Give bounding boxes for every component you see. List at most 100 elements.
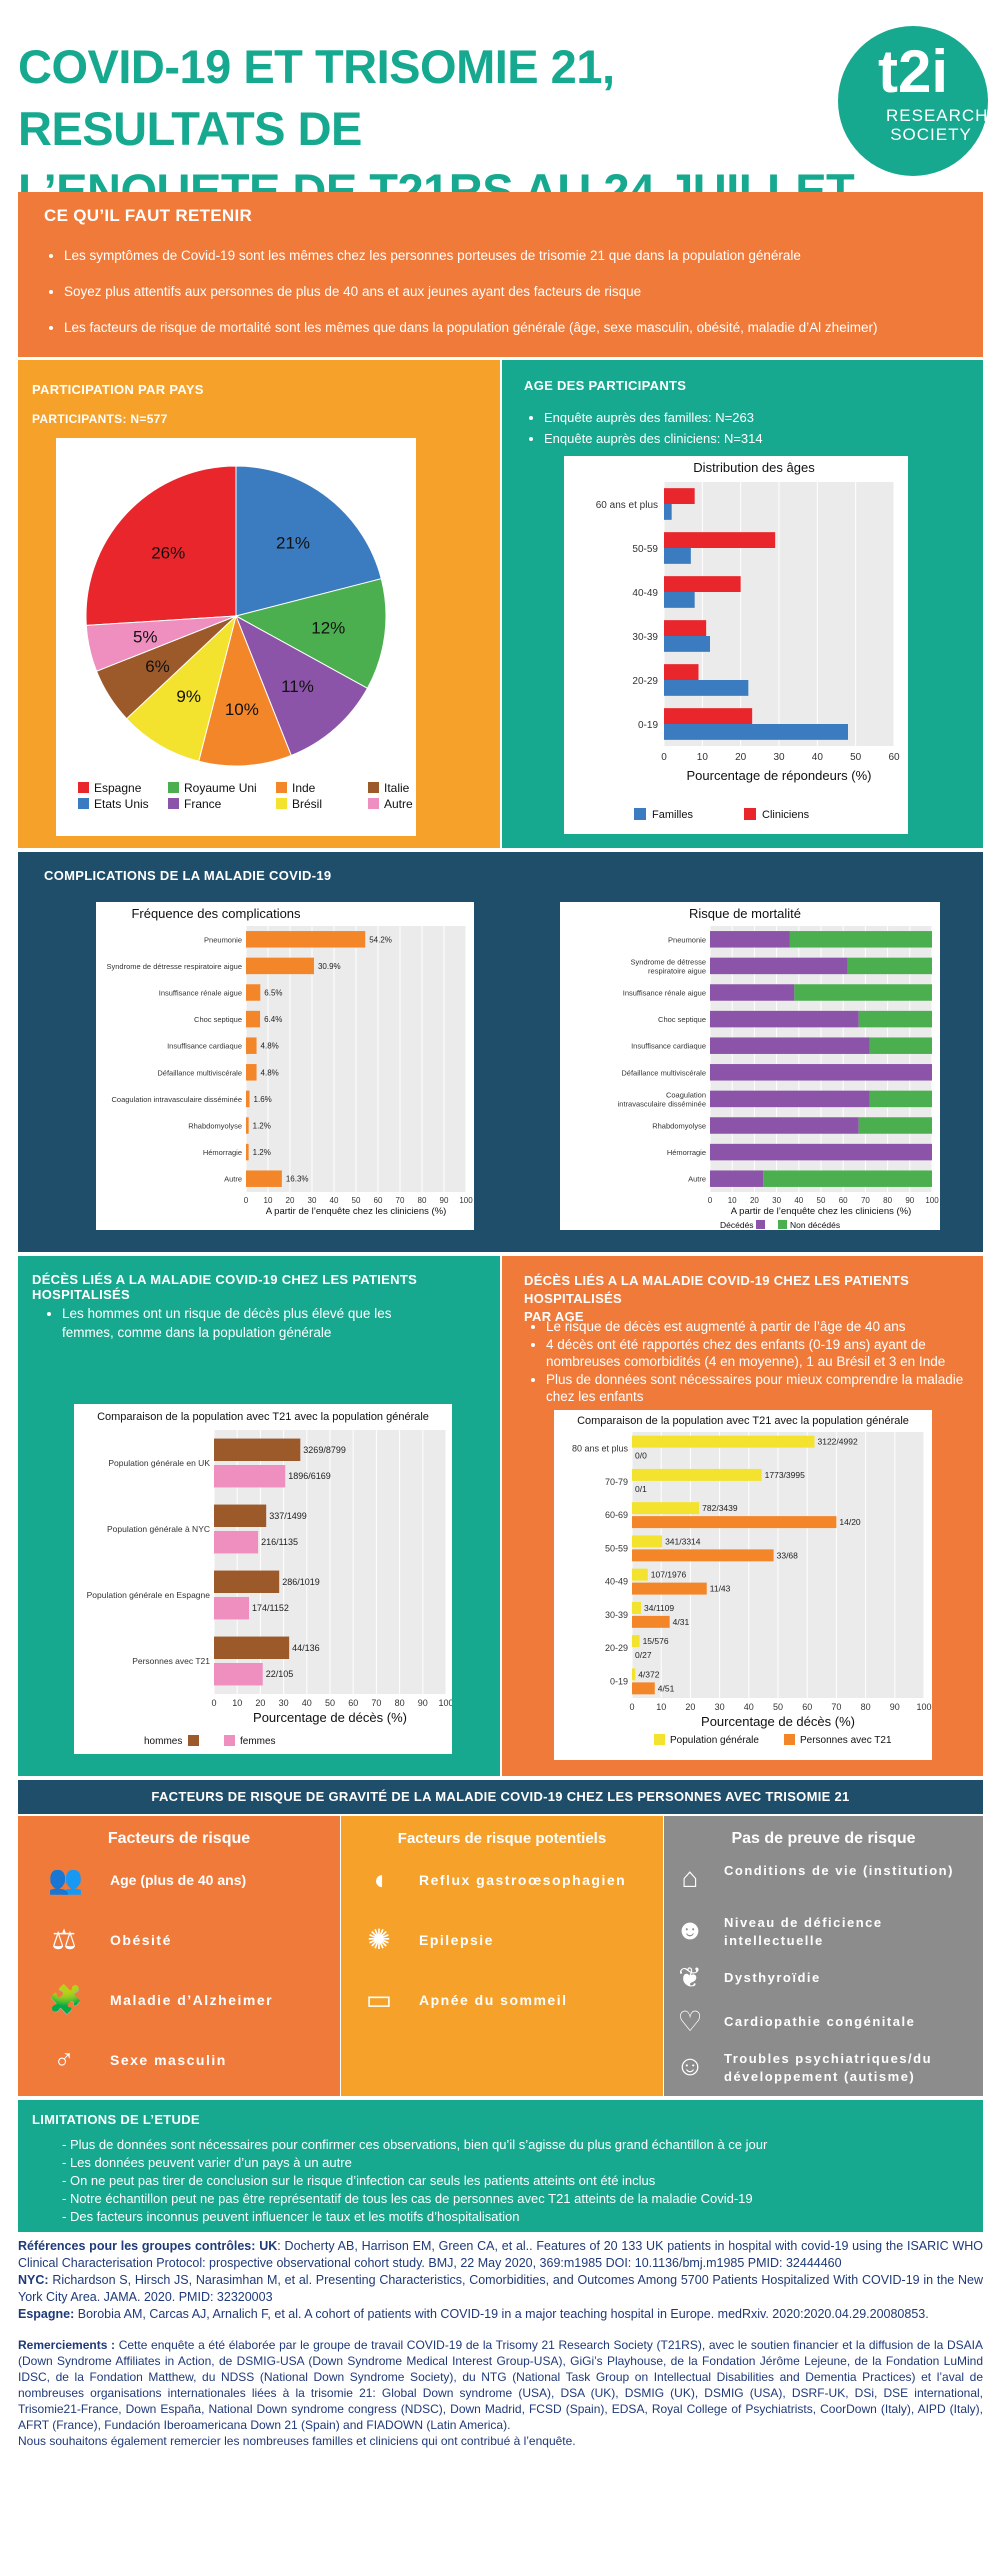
bar-cliniciens xyxy=(664,620,707,636)
factor-item: Maladie d’Alzheimer xyxy=(110,1992,274,2008)
bar-décédés xyxy=(710,957,848,975)
thanks-2: Nous souhaitons également remercier les … xyxy=(18,2434,576,2448)
legend-label: Décédés xyxy=(720,1220,754,1230)
y-tick-label: Coagulation xyxy=(666,1090,706,1099)
legend-label: Non décédés xyxy=(790,1220,840,1230)
bar-familles xyxy=(664,504,672,520)
y-tick-label: Choc septique xyxy=(194,1015,242,1024)
logo-main: t2i xyxy=(877,38,949,105)
legend-swatch xyxy=(78,782,89,793)
bar-frequency xyxy=(246,1143,249,1161)
factor-item: Dysthyroïdie xyxy=(724,1970,821,1985)
legend-swatch xyxy=(368,798,379,809)
pie-slice-label: 11% xyxy=(281,677,314,696)
pays-section: PARTICIPATION PAR PAYS PARTICIPANTS: N=5… xyxy=(18,360,500,848)
y-tick-label: Personnes avec T21 xyxy=(132,1656,210,1666)
deces-sexe-title: DÉCÈS LIÉS A LA MALADIE COVID-19 CHEZ LE… xyxy=(32,1272,418,1302)
bar-hommes xyxy=(214,1504,267,1527)
bar-cliniciens xyxy=(664,488,695,504)
bar-population-générale xyxy=(632,1568,648,1581)
x-axis-label: Pourcentage de décès (%) xyxy=(701,1714,855,1729)
legend-swatch xyxy=(368,782,379,793)
limitation-item: - Des facteurs inconnus peuvent influenc… xyxy=(62,2209,520,2224)
pie-slice-label: 6% xyxy=(145,657,170,676)
deces-age-title-1: DÉCÈS LIÉS A LA MALADIE COVID-19 CHEZ LE… xyxy=(524,1273,910,1306)
legend-label: Brésil xyxy=(292,797,322,811)
country-pie-chart: 26% 21% 12% 11% 10% 9% 6% 5% xyxy=(85,465,387,767)
data-label: 16.3% xyxy=(286,1175,309,1184)
pie-slice-france xyxy=(235,614,369,757)
bar-hommes xyxy=(214,1570,280,1593)
legend-swatch xyxy=(78,798,89,809)
bar-cliniciens xyxy=(664,532,776,548)
bar-familles xyxy=(664,592,695,608)
x-tick-label: 10 xyxy=(728,1196,737,1205)
legend-swatch xyxy=(168,798,179,809)
x-tick-label: 10 xyxy=(232,1698,242,1708)
legend-label: Etats Unis xyxy=(94,797,149,811)
data-label: 14/20 xyxy=(839,1517,861,1527)
data-label: 337/1499 xyxy=(269,1511,307,1521)
data-label: 15/576 xyxy=(643,1636,669,1646)
x-tick-label: 40 xyxy=(744,1702,754,1712)
age-item: Enquête auprès des cliniciens: N=314 xyxy=(544,429,944,448)
bar-cliniciens xyxy=(664,664,699,680)
pie-panel: 26% 21% 12% 11% 10% 9% 6% 5% xyxy=(56,438,416,786)
deces-age-item: 4 décès ont été rapportés chez des enfan… xyxy=(546,1336,966,1370)
mortality-risk-chart: Risque de mortalité 0 10 20 30 40 50 60 70 80 90 10… xyxy=(618,906,940,1230)
t21rs-logo: t2i RESEARCH SOCIETY xyxy=(838,26,988,176)
bar-non-décédés xyxy=(858,1010,932,1028)
y-tick-label: respiratoire aigue xyxy=(648,966,706,975)
x-tick-label: 50 xyxy=(352,1196,361,1205)
participants-count: PARTICIPANTS: N=577 xyxy=(32,412,168,426)
bar-familles xyxy=(664,548,691,564)
deces-age-item: Le risque de décès est augmenté à partir… xyxy=(546,1318,966,1335)
pie-slice-label: 5% xyxy=(133,627,158,646)
chart-title: Distribution des âges xyxy=(693,460,815,475)
y-tick-label: Insuffisance cardiaque xyxy=(167,1042,242,1051)
data-label: 44/136 xyxy=(292,1643,320,1653)
bar-décédés xyxy=(710,984,795,1001)
legend-label: Cliniciens xyxy=(762,809,810,821)
bar-familles xyxy=(664,680,749,696)
facteurs-col-3: Pas de preuve de risque ⌂ Conditions de … xyxy=(664,1816,983,2096)
facteurs-banner-title: FACTEURS DE RISQUE DE GRAVITÉ DE LA MALA… xyxy=(151,1789,850,1804)
data-label: 341/3314 xyxy=(665,1536,701,1546)
heart-icon: ♡ xyxy=(677,2006,703,2037)
pays-title: PARTICIPATION PAR PAYS xyxy=(32,382,204,397)
y-tick-label: 20-29 xyxy=(605,1643,628,1653)
chart-title: Comparaison de la population avec T21 av… xyxy=(577,1415,909,1427)
data-label: 33/68 xyxy=(777,1550,799,1560)
bar-personnes-avec-t21 xyxy=(632,1549,774,1562)
data-label: 3269/8799 xyxy=(303,1445,346,1455)
legend-label: femmes xyxy=(240,1736,276,1747)
pie-slice-brésil xyxy=(125,614,237,762)
factor-item: Cardiopathie congénitale xyxy=(724,2014,916,2029)
y-tick-label: Défaillance multiviscérale xyxy=(621,1068,706,1077)
age-chart-panel: Distribution des âges 0 10 20 30 40 50 60 0-19 20… xyxy=(564,456,908,834)
retenir-title: CE QU’IL FAUT RETENIR xyxy=(44,206,253,225)
legend-swatch xyxy=(276,798,287,809)
complications-section: COMPLICATIONS DE LA MALADIE COVID-19 Fré… xyxy=(18,852,983,1252)
y-tick-label: Insuffisance rénale aigue xyxy=(159,989,242,998)
legend-swatch xyxy=(634,808,646,820)
bar-non-décédés xyxy=(789,931,932,948)
x-tick-label: 50 xyxy=(325,1698,335,1708)
data-label: 4/51 xyxy=(658,1683,675,1693)
y-tick-label: Pneumonie xyxy=(204,935,242,944)
factor-item: Epilepsie xyxy=(419,1932,494,1948)
x-tick-label: 0 xyxy=(629,1702,634,1712)
deaths-by-age-chart: Comparaison de la population avec T21 av… xyxy=(572,1415,932,1746)
y-tick-label: Pneumonie xyxy=(668,935,706,944)
bar-femmes xyxy=(214,1597,250,1620)
house-icon: ⌂ xyxy=(681,1862,699,1893)
x-axis-label: A partir de l’enquête chez les clinicien… xyxy=(731,1206,912,1217)
x-tick-label: 20 xyxy=(255,1698,265,1708)
y-tick-label: Coagulation intravasculaire disséminée xyxy=(112,1095,243,1104)
legend-label: Inde xyxy=(292,781,316,795)
bar-frequency xyxy=(246,984,261,1001)
pie-slice-label: 21% xyxy=(276,534,310,553)
x-tick-label: 10 xyxy=(697,752,709,763)
logo-sub-1: RESEARCH xyxy=(886,106,989,125)
legend-swatch xyxy=(744,808,756,820)
